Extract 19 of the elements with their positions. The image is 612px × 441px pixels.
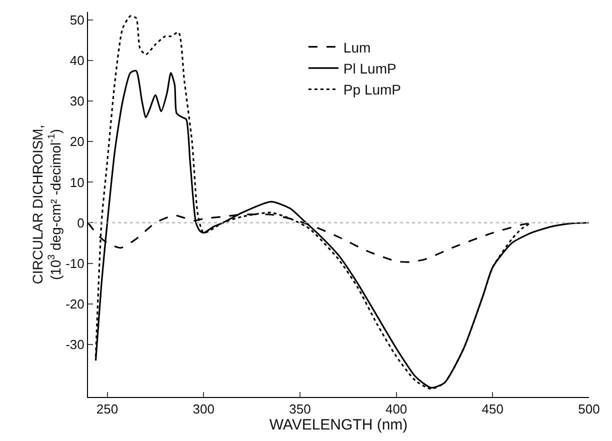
y-tick-label: 0: [77, 215, 84, 230]
y-tick-label: 40: [70, 53, 84, 68]
x-tick-label: 400: [385, 402, 408, 417]
x-tick-label: 500: [578, 402, 600, 417]
x-tick-label: 250: [96, 402, 118, 417]
x-axis-title: WAVELENGTH (nm): [269, 416, 408, 434]
y-tick-label: 30: [70, 94, 84, 109]
y-tick-label: -30: [66, 336, 84, 352]
x-tick-label: 350: [289, 402, 311, 417]
y-tick-label: 20: [70, 134, 84, 150]
y-tick-label: -10: [66, 256, 84, 271]
legend-label: Pl LumP: [343, 60, 396, 77]
x-tick-label: 300: [192, 402, 214, 417]
y-tick-label: -20: [66, 296, 84, 312]
y-tick-label: 50: [70, 12, 84, 28]
y-tick-label: 10: [70, 174, 84, 190]
x-tick-label: 450: [482, 402, 504, 417]
legend-label: Lum: [343, 39, 371, 56]
legend-label: Pp LumP: [343, 82, 402, 98]
